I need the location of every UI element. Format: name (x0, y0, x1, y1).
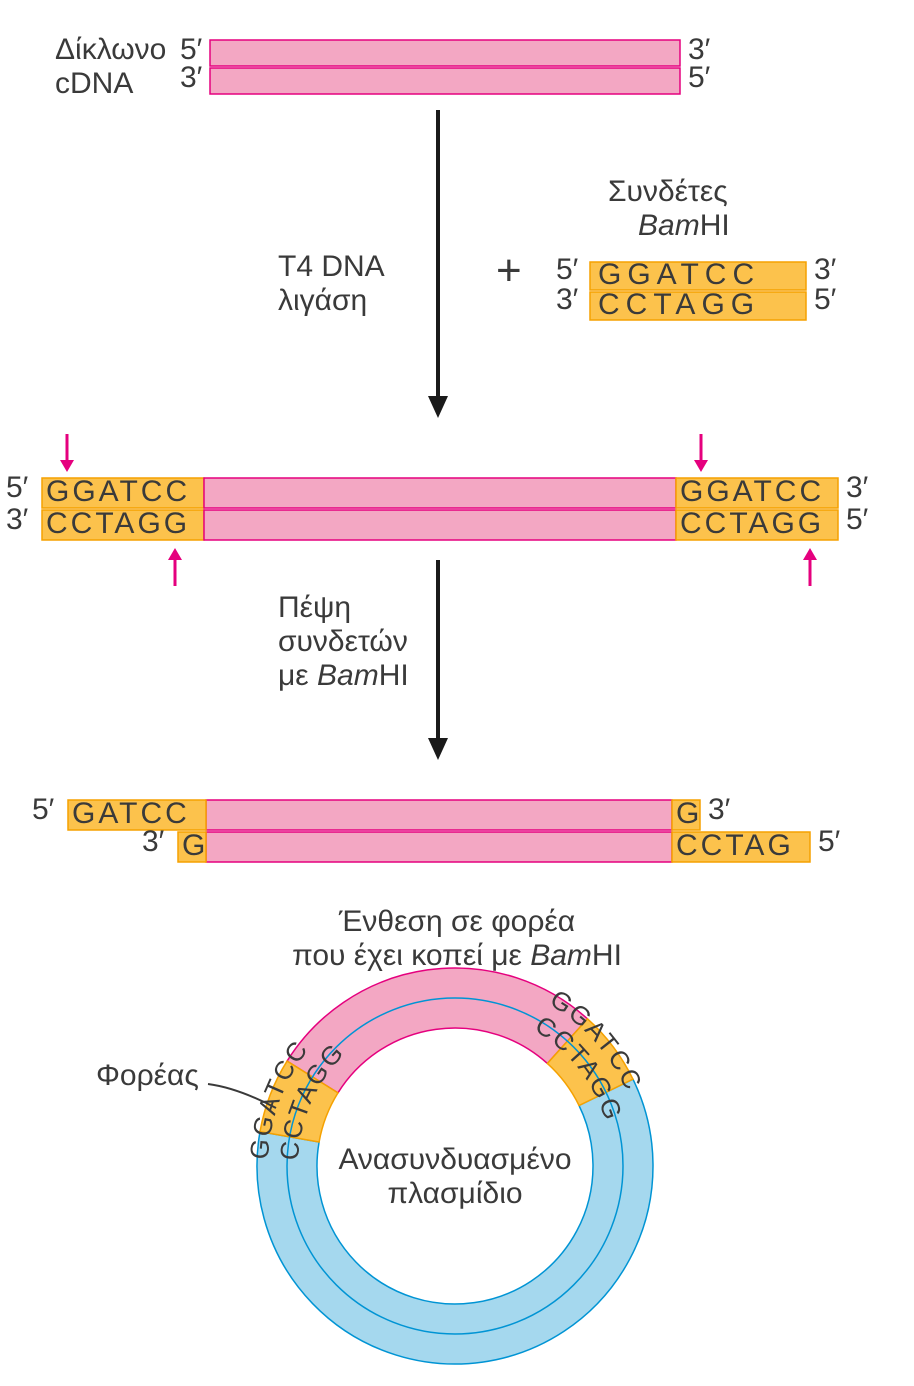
plasmid-center-2: πλασμίδιο (387, 1177, 522, 1210)
plasmid-center-1: Ανασυνδυασμένο (338, 1143, 571, 1176)
diagram-stage: ΔίκλωνοcDNA5′3′3′5′T4 DNAλιγάση+Συνδέτες… (0, 0, 914, 1386)
s2-lt: GGATCC (46, 475, 190, 508)
prime: 3′ (708, 793, 731, 826)
linker-title-1: Συνδέτες (608, 175, 728, 208)
s2-rt: GGATCC (680, 475, 824, 508)
vector-label: Φορέας (96, 1059, 199, 1092)
prime: 5′ (688, 61, 711, 94)
prime: 5′ (818, 825, 841, 858)
prime: 5′ (556, 253, 579, 286)
prime: 3′ (846, 471, 869, 504)
prime: 3′ (180, 61, 203, 94)
insert-l1: Ένθεση σε φορέα (338, 905, 575, 938)
s3-tl: GATCC (72, 797, 190, 830)
linker-bot-seq: CCTAGG (598, 288, 760, 321)
s2-rb: CCTAGG (680, 507, 824, 540)
prime: 3′ (814, 253, 837, 286)
prime: 5′ (6, 471, 29, 504)
s3-bl: G (182, 829, 205, 862)
linker-title-2: BamHI (638, 209, 730, 242)
cdna-label-2: cDNA (55, 67, 133, 100)
plus-sign: + (496, 246, 522, 295)
digest-l2: συνδετών (278, 625, 408, 658)
prime: 3′ (556, 283, 579, 316)
prime: 5′ (32, 793, 55, 826)
digest-l3: με BamHI (278, 659, 409, 692)
ligase-label-2: λιγάση (278, 284, 367, 317)
s2-lb: CCTAGG (46, 507, 190, 540)
insert-l2: που έχει κοπεί με BamHI (292, 939, 622, 972)
prime: 3′ (142, 825, 165, 858)
prime: 3′ (6, 503, 29, 536)
linker-top-seq: GGATCC (598, 258, 760, 291)
digest-l1: Πέψη (278, 591, 351, 624)
prime: 5′ (814, 283, 837, 316)
s3-br: CCTAG (676, 829, 794, 862)
diagram-svg: ΔίκλωνοcDNA5′3′3′5′T4 DNAλιγάση+Συνδέτες… (0, 0, 914, 1386)
prime: 5′ (846, 503, 869, 536)
ligase-label-1: T4 DNA (278, 250, 385, 283)
s3-tr: G (676, 797, 699, 830)
cdna-label-1: Δίκλωνο (55, 33, 166, 66)
